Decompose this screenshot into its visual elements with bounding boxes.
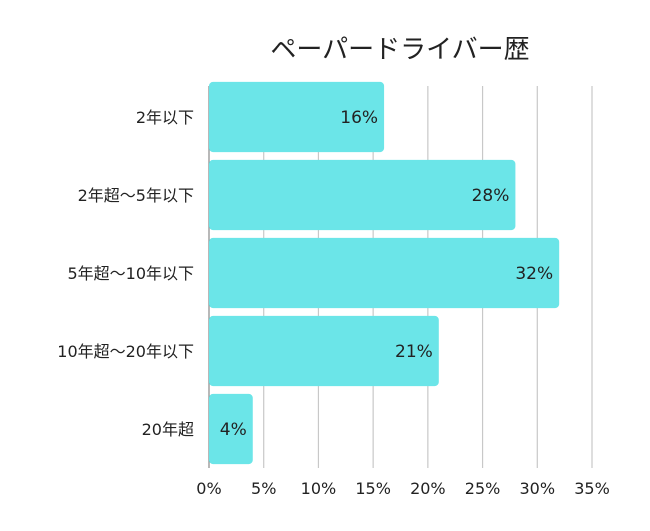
- bars: 16% 28% 32% 21% 4%: [209, 81, 560, 465]
- bar: [209, 237, 560, 309]
- bar: [209, 81, 385, 153]
- x-axis-ticks: 0% 5% 10% 15% 20% 25% 30% 35%: [196, 479, 609, 498]
- x-tick-label: 35%: [574, 479, 610, 498]
- x-tick-label: 5%: [251, 479, 276, 498]
- data-label: 32%: [515, 264, 553, 284]
- category-label: 10年超〜20年以下: [57, 342, 194, 361]
- x-tick-label: 30%: [520, 479, 556, 498]
- data-label: 4%: [220, 420, 247, 440]
- bar: [209, 315, 439, 387]
- data-label: 16%: [340, 108, 378, 128]
- category-labels: 2年以下 2年超〜5年以下 5年超〜10年以下 10年超〜20年以下 20年超: [57, 108, 194, 439]
- category-label: 2年超〜5年以下: [78, 186, 194, 205]
- category-label: 5年超〜10年以下: [67, 264, 194, 283]
- bar: [209, 393, 253, 465]
- data-label: 28%: [472, 186, 510, 206]
- category-label: 2年以下: [136, 108, 194, 127]
- x-tick-label: 25%: [465, 479, 501, 498]
- x-tick-label: 0%: [196, 479, 221, 498]
- category-label: 20年超: [142, 420, 194, 439]
- chart-title: ペーパードライバー歴: [270, 35, 529, 65]
- x-tick-label: 15%: [355, 479, 391, 498]
- data-label: 21%: [395, 342, 433, 362]
- bar: [209, 159, 516, 231]
- x-tick-label: 20%: [410, 479, 446, 498]
- x-tick-label: 10%: [301, 479, 337, 498]
